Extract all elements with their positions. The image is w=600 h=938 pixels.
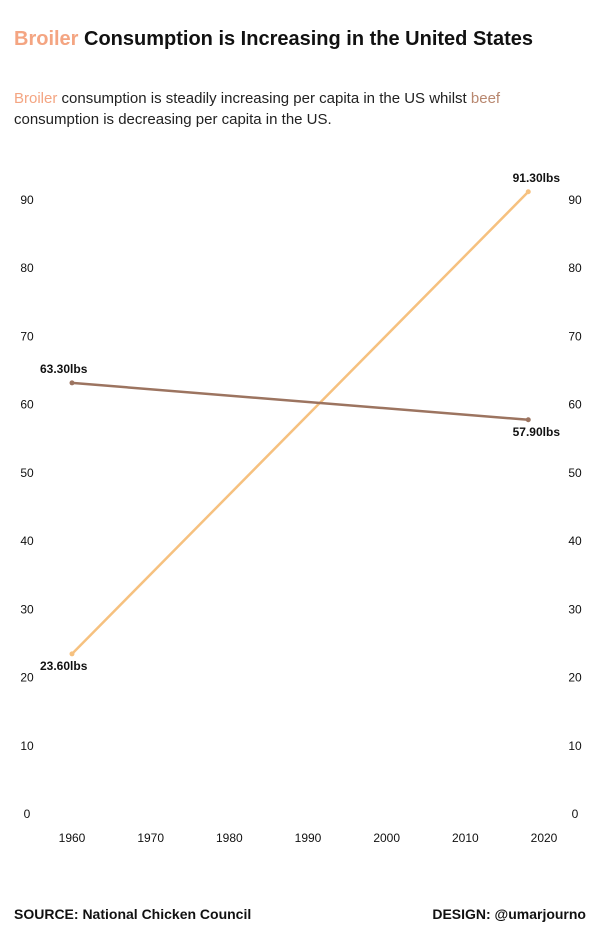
y-tick-label: 60 xyxy=(20,398,34,412)
x-tick-label: 1970 xyxy=(137,831,164,845)
x-tick-label: 1990 xyxy=(295,831,322,845)
y2-tick-label: 70 xyxy=(568,329,582,343)
title: Broiler Consumption is Increasing in the… xyxy=(14,28,533,51)
y2-tick-label: 30 xyxy=(568,602,582,616)
y-tick-label: 20 xyxy=(20,671,34,685)
x-tick-label: 2010 xyxy=(452,831,479,845)
y2-tick-label: 60 xyxy=(568,398,582,412)
y-tick-label: 30 xyxy=(20,602,34,616)
y-tick-label: 10 xyxy=(20,739,34,753)
x-tick-label: 2000 xyxy=(373,831,400,845)
y-tick-label: 80 xyxy=(20,261,34,275)
value-label: 63.30lbs xyxy=(40,362,88,376)
line xyxy=(71,190,530,655)
y2-tick-label: 50 xyxy=(568,466,582,480)
y2-tick-label: 20 xyxy=(568,671,582,685)
y-tick-label: 0 xyxy=(24,807,31,821)
y-tick-label: 90 xyxy=(20,193,34,207)
point xyxy=(69,651,75,657)
y2-tick-label: 40 xyxy=(568,534,582,548)
y2-tick-label: 10 xyxy=(568,739,582,753)
value-label: 23.60lbs xyxy=(40,659,88,673)
y-tick-label: 50 xyxy=(20,466,34,480)
subtitle-part: Broiler xyxy=(14,90,58,107)
x-tick-label: 1980 xyxy=(216,831,243,845)
subtitle-part: beef xyxy=(470,90,501,107)
subtitle-part: consumption is decreasing per capita in … xyxy=(14,111,332,128)
x-tick-label: 2020 xyxy=(531,831,558,845)
point xyxy=(525,189,531,195)
source: SOURCE: National Chicken Council xyxy=(14,906,252,922)
y-tick-label: 70 xyxy=(20,329,34,343)
subtitle-part: consumption is steadily increasing per c… xyxy=(57,90,471,107)
value-label: 91.30lbs xyxy=(513,171,561,185)
x-tick-label: 1960 xyxy=(59,831,86,845)
credit: DESIGN: @umarjourno xyxy=(432,906,586,922)
line xyxy=(71,381,529,422)
point xyxy=(525,417,531,423)
y2-tick-label: 90 xyxy=(568,193,582,207)
title-text: Consumption is Increasing in the United … xyxy=(78,28,533,50)
y2-tick-label: 0 xyxy=(572,807,579,821)
y-tick-label: 40 xyxy=(20,534,34,548)
subtitle: Broiler consumption is steadily increasi… xyxy=(14,88,574,130)
title-highlight: Broiler xyxy=(14,28,79,50)
point xyxy=(69,380,75,386)
y2-tick-label: 80 xyxy=(568,261,582,275)
value-label: 57.90lbs xyxy=(513,425,561,439)
